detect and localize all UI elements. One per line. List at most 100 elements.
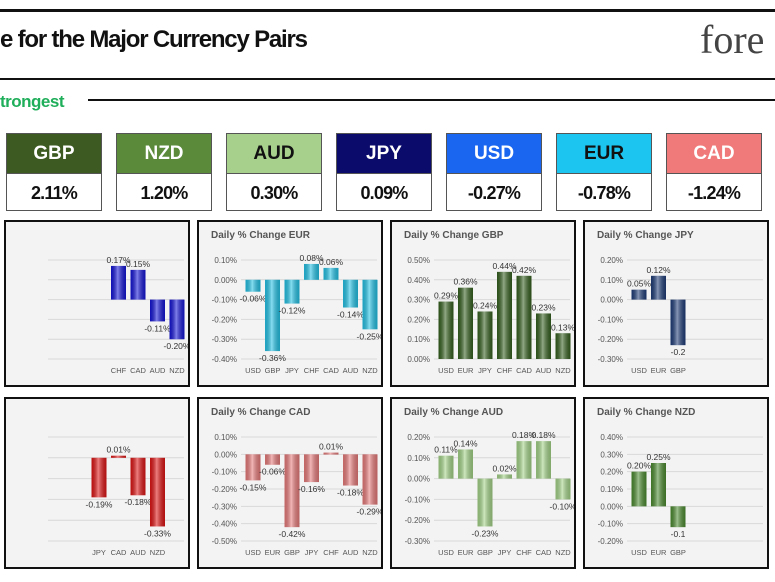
- y-tick-label: -0.10%: [598, 520, 623, 529]
- y-tick-label: -0.30%: [212, 335, 237, 344]
- x-tick-label: EUR: [458, 366, 474, 375]
- bar-shading: [670, 506, 686, 528]
- data-label: -0.10%: [550, 501, 574, 511]
- x-tick-label: CAD: [323, 366, 339, 375]
- bar-shading: [516, 441, 532, 479]
- page-title: e for the Major Currency Pairs: [0, 26, 308, 53]
- x-tick-label: CHF: [111, 366, 127, 375]
- currency-change: -1.24%: [687, 182, 741, 203]
- bar-shading: [150, 299, 165, 322]
- y-tick-label: -0.20%: [598, 335, 623, 344]
- data-label: 0.01%: [106, 445, 131, 455]
- bar-shading: [323, 452, 339, 455]
- x-tick-label: USD: [438, 366, 454, 375]
- x-tick-label: CHF: [497, 366, 513, 375]
- x-tick-label: AUD: [150, 366, 166, 375]
- data-label: 0.12%: [646, 265, 671, 275]
- y-tick-label: 0.00%: [600, 502, 623, 511]
- y-tick-label: -0.10%: [212, 296, 237, 305]
- bar-shading: [169, 299, 185, 340]
- y-tick-label: -0.10%: [598, 315, 623, 324]
- bar-shading: [284, 279, 300, 304]
- y-tick-label: -0.20%: [598, 537, 623, 546]
- y-tick-label: 0.50%: [407, 256, 430, 265]
- bar-chart: JPY -0.19% CAD 0.01% AUD -0.18% NZD -0.33%: [48, 436, 184, 557]
- bar-shading: [458, 287, 473, 359]
- data-label: 0.25%: [646, 452, 671, 462]
- y-tick-label: 0.00%: [214, 276, 237, 285]
- data-label: -0.20%: [164, 341, 188, 351]
- data-label: 0.44%: [492, 261, 517, 271]
- data-label: -0.15%: [240, 482, 267, 492]
- bar-chart: 0.20% 0.10% 0.00% -0.10% -0.20% -0.30% USD 0.05…: [598, 256, 763, 375]
- y-tick-label: 0.10%: [214, 256, 237, 265]
- currency-box-usd: USD -0.27%: [446, 133, 542, 211]
- y-tick-label: -0.40%: [212, 355, 237, 364]
- data-label: 0.13%: [551, 322, 574, 332]
- bar-shading: [631, 471, 647, 507]
- bar-chart: CHF 0.17% CAD 0.15% AUD -0.11% NZD -0.20%: [48, 255, 188, 375]
- y-tick-label: 0.20%: [407, 315, 430, 324]
- data-label: 0.17%: [106, 255, 131, 265]
- bar-shading: [477, 478, 493, 527]
- data-label: 0.02%: [492, 463, 517, 473]
- bar-chart: 0.10% 0.00% -0.10% -0.20% -0.30% -0.40% -0.50%…: [212, 433, 381, 557]
- y-tick-label: 0.30%: [600, 450, 623, 459]
- data-label: 0.05%: [627, 279, 652, 289]
- y-tick-label: -0.30%: [212, 502, 237, 511]
- x-tick-label: JPY: [478, 366, 492, 375]
- chart-panel: JPY -0.19% CAD 0.01% AUD -0.18% NZD -0.33%: [4, 397, 190, 569]
- bar-shading: [304, 454, 319, 483]
- chart-title: Daily % Change CAD: [211, 407, 311, 418]
- y-tick-label: 0.00%: [214, 450, 237, 459]
- y-tick-label: 0.30%: [407, 296, 430, 305]
- currency-change: 0.30%: [250, 182, 298, 203]
- data-label: 0.29%: [434, 291, 459, 301]
- currency-name: JPY: [337, 134, 431, 174]
- currency-box-nzd: NZD 1.20%: [116, 133, 212, 211]
- chart-panel: 0.40% 0.30% 0.20% 0.10% 0.00% -0.10% -0.20% USD…: [583, 397, 769, 569]
- x-tick-label: GBP: [265, 366, 281, 375]
- y-tick-label: 0.10%: [600, 276, 623, 285]
- x-tick-label: CHF: [323, 548, 339, 557]
- y-tick-label: 0.10%: [600, 485, 623, 494]
- bar-shading: [343, 454, 358, 486]
- x-tick-label: AUD: [536, 366, 552, 375]
- data-label: 0.20%: [627, 461, 652, 471]
- data-label: 0.36%: [453, 277, 478, 287]
- y-tick-label: -0.10%: [405, 495, 430, 504]
- x-tick-label: GBP: [670, 366, 686, 375]
- data-label: -0.18%: [125, 497, 152, 507]
- y-tick-label: -0.50%: [212, 537, 237, 546]
- x-tick-label: NZD: [555, 548, 571, 557]
- top-rule: [0, 9, 775, 12]
- chart-title: Daily % Change EUR: [211, 230, 310, 241]
- strength-arrow-rule: [88, 99, 775, 101]
- bar-shading: [245, 279, 261, 292]
- x-tick-label: NZD: [362, 366, 378, 375]
- data-label: 0.14%: [453, 438, 478, 448]
- chart-title: Daily % Change NZD: [597, 407, 696, 418]
- currency-box-cad: CAD -1.24%: [666, 133, 762, 211]
- bar-chart: 0.50% 0.40% 0.30% 0.20% 0.10% 0.00% USD 0.29% EU…: [407, 256, 574, 375]
- data-label: -0.29%: [357, 507, 381, 517]
- currency-change: 2.11%: [30, 182, 78, 203]
- chart-panel: 0.50% 0.40% 0.30% 0.20% 0.10% 0.00% USD 0.29% EU…: [390, 220, 576, 387]
- data-label: 0.42%: [512, 265, 537, 275]
- x-tick-label: AUD: [130, 548, 146, 557]
- data-label: -0.11%: [144, 323, 171, 333]
- x-tick-label: EUR: [651, 366, 667, 375]
- x-tick-label: NZD: [362, 548, 378, 557]
- bar-shading: [130, 457, 146, 496]
- y-tick-label: -0.40%: [212, 520, 237, 529]
- bar-shading: [438, 455, 454, 479]
- currency-change: -0.78%: [577, 182, 631, 203]
- x-tick-label: CAD: [130, 366, 146, 375]
- y-tick-label: -0.20%: [212, 315, 237, 324]
- logo: fore: [700, 17, 765, 62]
- bar-shading: [91, 457, 107, 498]
- y-tick-label: -0.30%: [405, 537, 430, 546]
- chart-panel: 0.10% 0.00% -0.10% -0.20% -0.30% -0.40% -0.50%…: [197, 397, 383, 569]
- bar-chart: 0.10% 0.00% -0.10% -0.20% -0.30% -0.40% USD -0.…: [212, 253, 381, 375]
- bar-shading: [438, 301, 454, 359]
